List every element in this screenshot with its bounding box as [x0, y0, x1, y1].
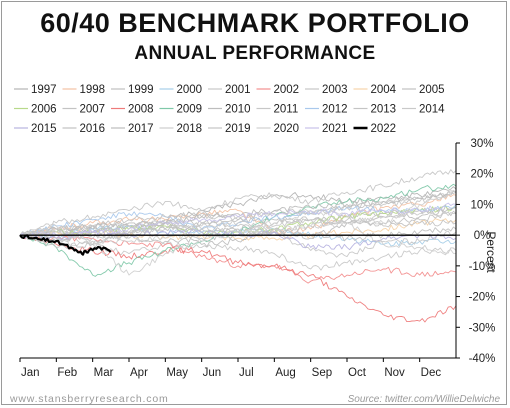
y-tick-label: -40%	[469, 353, 496, 365]
footer-source: Source: twitter.com/WillieDelwiche	[347, 394, 500, 405]
legend-label-1999: 1999	[128, 84, 154, 96]
x-tick-label-may: May	[166, 367, 188, 379]
legend-label-2011: 2011	[274, 104, 299, 116]
x-tick-label-dec: Dec	[421, 367, 442, 379]
series-line-2022	[19, 234, 112, 256]
chart-subtitle: ANNUAL PERFORMANCE	[134, 43, 376, 64]
y-tick-label: -30%	[469, 322, 496, 334]
y-tick-label: 10%	[470, 199, 493, 211]
series-line-2020	[19, 189, 457, 276]
y-tick-label: -10%	[469, 261, 496, 273]
legend-label-2018: 2018	[177, 123, 203, 135]
series-line-1998	[19, 194, 457, 237]
legend-label-2001: 2001	[225, 84, 251, 96]
legend-label-2016: 2016	[80, 123, 106, 135]
y-tick-label: 0%	[474, 230, 491, 242]
legend-label-2009: 2009	[177, 104, 203, 116]
legend-label-2021: 2021	[322, 123, 348, 135]
legend-label-2020: 2020	[274, 123, 300, 135]
series-lines	[19, 169, 457, 323]
legend-label-2010: 2010	[225, 104, 251, 116]
series-line-2021	[19, 202, 457, 239]
series-line-2019	[19, 169, 457, 237]
legend-label-2005: 2005	[419, 84, 445, 96]
legend-label-2012: 2012	[322, 104, 348, 116]
legend-label-2015: 2015	[31, 123, 57, 135]
legend-label-2002: 2002	[274, 84, 300, 96]
series-line-2017	[19, 190, 457, 236]
chart-title: 60/40 BENCHMARK PORTFOLIO	[40, 8, 470, 38]
x-tick-label-nov: Nov	[384, 367, 405, 379]
y-tick-label: 20%	[470, 169, 493, 181]
x-tick-label-jun: Jun	[203, 367, 222, 379]
series-line-2007	[19, 217, 457, 241]
legend-label-2000: 2000	[177, 84, 203, 96]
x-tick-label-apr: Apr	[130, 367, 148, 379]
y-tick-label: -20%	[469, 292, 496, 304]
x-tick-label-jul: Jul	[239, 367, 254, 379]
y-tick-label: 30%	[470, 138, 493, 150]
x-tick-label-sep: Sep	[312, 367, 332, 379]
x-tick-label-mar: Mar	[94, 367, 114, 379]
legend: 1997 1998 1999 2000 2001 2002 2003 2004 2005 2006…	[14, 84, 445, 135]
x-tick-label-jan: Jan	[21, 367, 40, 379]
x-tick-label-aug: Aug	[275, 367, 295, 379]
legend-label-2013: 2013	[371, 104, 397, 116]
legend-label-2022: 2022	[371, 123, 397, 135]
legend-label-2017: 2017	[128, 123, 154, 135]
legend-label-2019: 2019	[225, 123, 251, 135]
legend-label-2003: 2003	[322, 84, 348, 96]
x-tick-label-feb: Feb	[57, 367, 77, 379]
axes: 30% 20% 10% 0% -10% -20% -30% -40% Percent Jan Feb…	[19, 138, 498, 379]
legend-label-2008: 2008	[128, 104, 154, 116]
legend-label-2006: 2006	[31, 104, 57, 116]
footer-website: www.stansberryresearch.com	[10, 393, 169, 405]
legend-label-1998: 1998	[80, 84, 106, 96]
legend-label-2004: 2004	[371, 84, 397, 96]
legend-label-1997: 1997	[31, 84, 57, 96]
x-tick-label-oct: Oct	[348, 367, 367, 379]
y-axis-label: Percent	[484, 231, 498, 273]
legend-label-2014: 2014	[419, 104, 445, 116]
legend-label-2007: 2007	[80, 104, 106, 116]
